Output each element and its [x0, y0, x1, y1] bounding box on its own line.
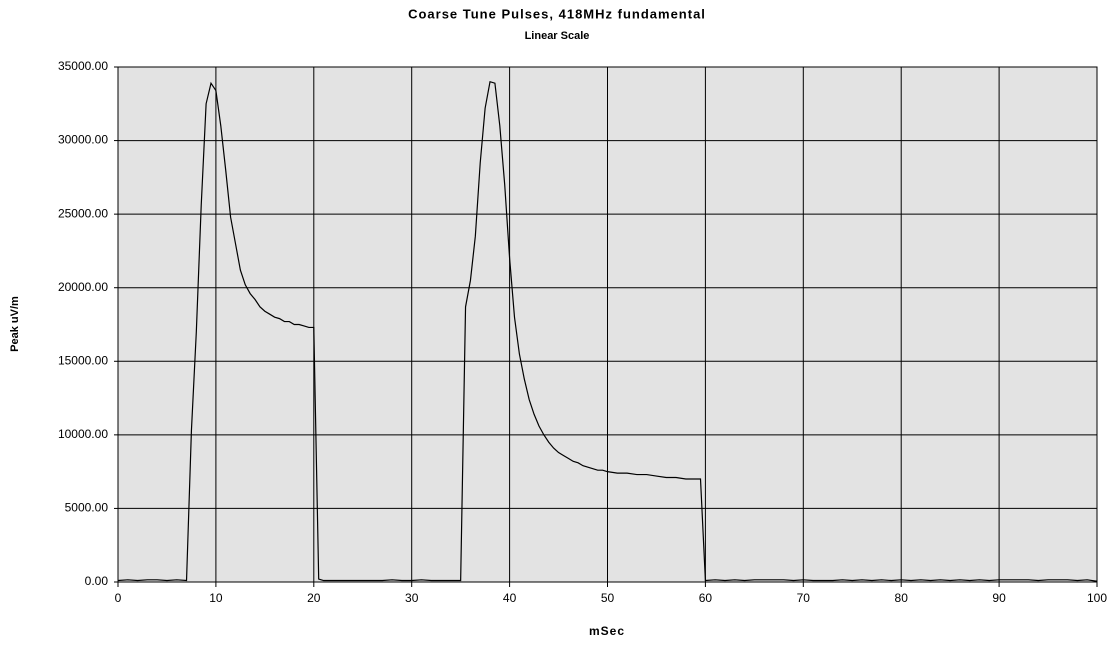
- y-tick-label: 35000.00: [58, 59, 108, 73]
- x-tick-label: 90: [992, 591, 1006, 605]
- x-tick-label: 70: [797, 591, 811, 605]
- y-tick-label: 20000.00: [58, 280, 108, 294]
- x-tick-label: 10: [209, 591, 223, 605]
- x-tick-label: 80: [895, 591, 909, 605]
- y-tick-label: 0.00: [85, 574, 109, 588]
- x-tick-label: 100: [1087, 591, 1107, 605]
- x-tick-label: 30: [405, 591, 419, 605]
- x-tick-label: 20: [307, 591, 321, 605]
- y-tick-label: 30000.00: [58, 133, 108, 147]
- chart-title: Coarse Tune Pulses, 418MHz fundamental: [408, 6, 706, 21]
- x-tick-label: 40: [503, 591, 517, 605]
- x-tick-label: 0: [115, 591, 122, 605]
- y-tick-label: 15000.00: [58, 353, 108, 367]
- x-tick-label: 60: [699, 591, 713, 605]
- x-axis-label: mSec: [589, 624, 625, 638]
- x-tick-label: 50: [601, 591, 615, 605]
- y-tick-label: 25000.00: [58, 206, 108, 220]
- y-axis-label: Peak uV/m: [9, 296, 21, 352]
- y-tick-label: 10000.00: [58, 427, 108, 441]
- data-line: [117, 80, 1098, 582]
- chart-subtitle: Linear Scale: [525, 30, 590, 42]
- y-tick-label: 5000.00: [65, 501, 109, 515]
